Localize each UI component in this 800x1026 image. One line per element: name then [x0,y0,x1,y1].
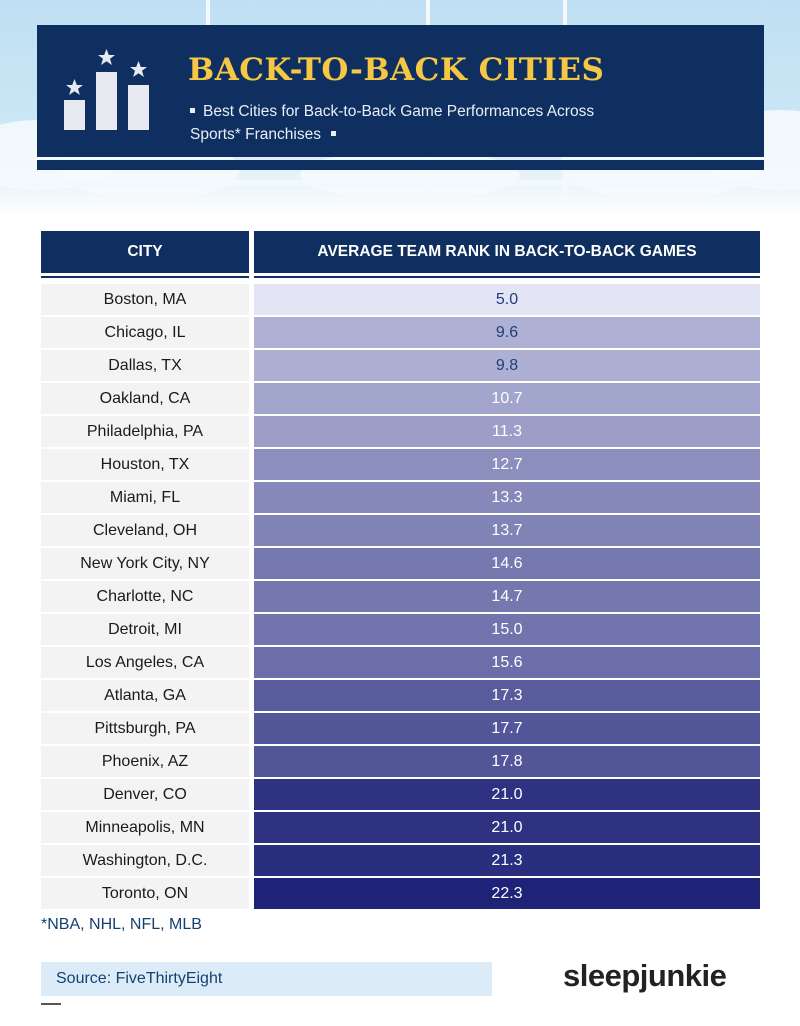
table-cell-city: Denver, CO [41,779,249,810]
table-cell-value: 15.6 [254,647,760,678]
window-frame [0,180,800,186]
table-cell-city: Cleveland, OH [41,515,249,546]
table-cell-value: 17.3 [254,680,760,711]
source-text: Source: FiveThirtyEight [56,970,223,987]
subtitle-text: Best Cities for Back-to-Back Game Perfor… [190,103,595,143]
table-cell-city: Oakland, CA [41,383,249,414]
table-cell-value: 17.8 [254,746,760,777]
table-cell-value: 15.0 [254,614,760,645]
table-cell-value: 14.6 [254,548,760,579]
table-cell-city: Atlanta, GA [41,680,249,711]
table-cell-city: Miami, FL [41,482,249,513]
table-cell-value: 12.7 [254,449,760,480]
table-cell-value: 22.3 [254,878,760,909]
header-banner [37,25,764,157]
table-cell-city: Chicago, IL [41,317,249,348]
table-cell-value: 13.7 [254,515,760,546]
table-cell-city: Dallas, TX [41,350,249,381]
bullet-square-icon [190,107,195,113]
table-cell-city: Washington, D.C. [41,845,249,876]
table-cell-value: 17.7 [254,713,760,744]
header-divider [41,276,249,278]
table-cell-value: 11.3 [254,416,760,447]
table-cell-value: 21.0 [254,779,760,810]
page-title: BACK-TO-BACK CITIES [188,52,605,88]
source-box: Source: FiveThirtyEight [41,962,492,996]
table-cell-city: Detroit, MI [41,614,249,645]
podium-stars-icon [64,49,149,130]
table-cell-value: 13.3 [254,482,760,513]
page-subtitle: Best Cities for Back-to-Back Game Perfor… [190,100,640,146]
header-divider [254,276,760,278]
table-cell-value: 9.6 [254,317,760,348]
table-cell-city: Charlotte, NC [41,581,249,612]
header-underline [37,160,764,170]
cloud [300,150,520,200]
table-cell-city: Phoenix, AZ [41,746,249,777]
table-cell-city: Houston, TX [41,449,249,480]
column-header-rank: AVERAGE TEAM RANK IN BACK-TO-BACK GAMES [254,231,760,273]
table-cell-city: Toronto, ON [41,878,249,909]
bullet-square-icon [330,130,336,136]
table-cell-value: 5.0 [254,284,760,315]
table-cell-city: Philadelphia, PA [41,416,249,447]
table-cell-value: 21.0 [254,812,760,843]
table-cell-value: 9.8 [254,350,760,381]
table-cell-city: Pittsburgh, PA [41,713,249,744]
table-cell-value: 14.7 [254,581,760,612]
divider [41,1003,61,1005]
table-cell-value: 10.7 [254,383,760,414]
table-cell-city: Boston, MA [41,284,249,315]
table-cell-city: Los Angeles, CA [41,647,249,678]
footnote: *NBA, NHL, NFL, MLB [41,916,202,933]
table-cell-value: 21.3 [254,845,760,876]
column-header-city: CITY [41,231,249,273]
table-cell-city: New York City, NY [41,548,249,579]
table-cell-city: Minneapolis, MN [41,812,249,843]
brand-logo: sleepjunkie [563,958,727,993]
